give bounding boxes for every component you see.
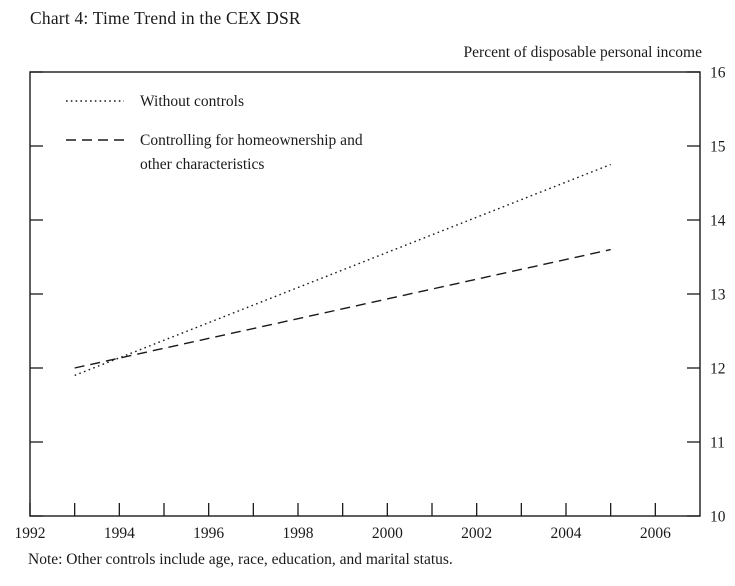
series-line-dotted xyxy=(74,163,611,377)
y-tick-label: 11 xyxy=(710,434,725,451)
x-tick-label: 1996 xyxy=(193,525,224,542)
dashed-line-sample-icon xyxy=(66,139,124,141)
y-tick-label: 12 xyxy=(710,360,726,377)
x-tick-label: 2002 xyxy=(461,525,492,542)
x-tick-label: 1998 xyxy=(283,525,314,542)
legend-label-line: Controlling for homeownership and xyxy=(140,132,363,149)
y-tick-label: 14 xyxy=(710,212,726,229)
dotted-line-sample-icon xyxy=(66,100,124,102)
legend-label-line: other characteristics xyxy=(140,156,265,173)
y-tick-label: 16 xyxy=(710,64,726,81)
y-tick-label: 13 xyxy=(710,286,726,303)
x-tick-label: 2004 xyxy=(551,525,582,542)
x-tick-label: 2006 xyxy=(640,525,671,542)
chart-title: Chart 4: Time Trend in the CEX DSR xyxy=(30,8,301,28)
x-tick-label: 1994 xyxy=(104,525,135,542)
legend-item-without-controls: Without controls xyxy=(66,90,363,114)
legend-label: Controlling for homeownership and other … xyxy=(140,129,363,177)
note-text: Note: Other controls include age, race, … xyxy=(28,551,453,568)
y-tick-label: 10 xyxy=(710,508,726,525)
legend-label: Without controls xyxy=(140,90,244,114)
chart-legend: Without controls Controlling for homeown… xyxy=(66,90,363,177)
y-tick-label: 15 xyxy=(710,138,726,155)
series-line-dashed xyxy=(74,248,611,369)
x-tick-label: 1992 xyxy=(15,525,46,542)
legend-item-controlling: Controlling for homeownership and other … xyxy=(66,129,363,177)
legend-label-line: Without controls xyxy=(140,93,244,110)
x-tick-label: 2000 xyxy=(372,525,403,542)
y-axis-unit-label: Percent of disposable personal income xyxy=(463,44,702,61)
